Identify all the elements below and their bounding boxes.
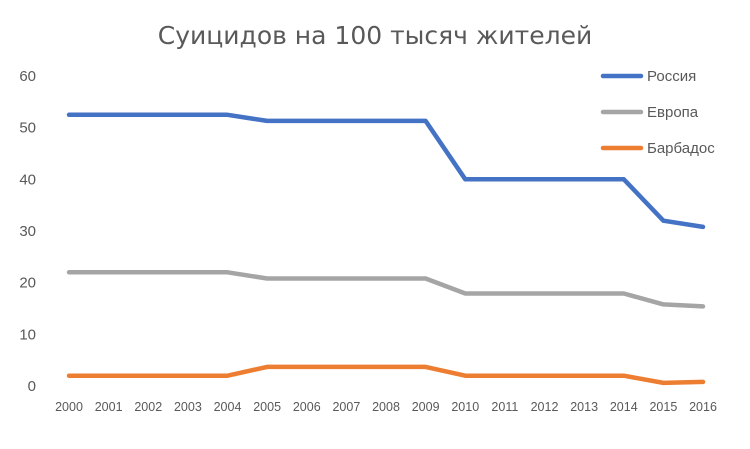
x-tick-label: 2009 <box>412 400 440 414</box>
legend-label: Барбадос <box>647 140 715 157</box>
y-tick-label: 40 <box>19 171 36 188</box>
x-tick-label: 2014 <box>610 400 638 414</box>
series-line-3 <box>66 364 706 386</box>
x-tick-label: 2010 <box>451 400 479 414</box>
legend-label: Европа <box>647 104 699 121</box>
legend: Россия Европа Барбадос <box>600 68 715 157</box>
x-tick-label: 2002 <box>134 400 162 414</box>
x-tick-label: 2000 <box>55 400 83 414</box>
x-axis: 2000 2001 2002 2003 2004 2005 2006 2007 2008 2009… <box>55 400 717 414</box>
x-tick-label: 2015 <box>649 400 677 414</box>
x-tick-label: 2006 <box>293 400 321 414</box>
x-tick-label: 2004 <box>214 400 242 414</box>
y-tick-label: 20 <box>19 275 36 292</box>
y-tick-label: 60 <box>19 68 36 85</box>
y-tick-label: 50 <box>19 120 36 137</box>
x-tick-label: 2012 <box>531 400 559 414</box>
y-tick-label: 30 <box>19 223 36 240</box>
y-tick-label: 10 <box>19 326 36 343</box>
series-line-2 <box>66 270 706 309</box>
x-tick-label: 2005 <box>253 400 281 414</box>
legend-label: Россия <box>647 68 696 85</box>
legend-item: Европа <box>600 104 699 121</box>
y-axis: 0 10 20 30 40 50 60 <box>19 68 36 395</box>
x-tick-label: 2007 <box>332 400 360 414</box>
series-line-1 <box>66 112 706 230</box>
series-layer <box>66 112 706 386</box>
x-tick-label: 2003 <box>174 400 202 414</box>
legend-item: Барбадос <box>600 140 715 157</box>
x-tick-label: 2011 <box>491 400 518 414</box>
x-tick-label: 2001 <box>95 400 123 414</box>
x-tick-label: 2016 <box>689 400 717 414</box>
chart-title: Суицидов на 100 тысяч жителей <box>158 21 592 50</box>
y-tick-label: 0 <box>28 378 36 395</box>
x-tick-label: 2008 <box>372 400 400 414</box>
legend-item: Россия <box>600 68 696 85</box>
x-tick-label: 2013 <box>570 400 598 414</box>
